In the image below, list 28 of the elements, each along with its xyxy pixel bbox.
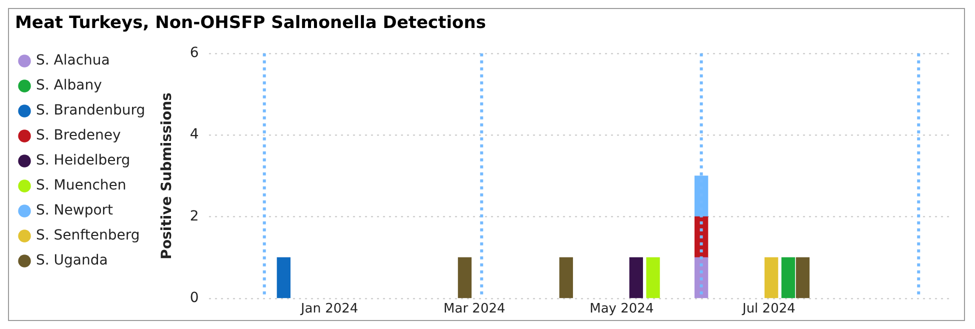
bar bbox=[559, 257, 573, 298]
bar bbox=[694, 257, 708, 298]
bar bbox=[646, 257, 660, 298]
y-tick-label: 4 bbox=[190, 126, 199, 143]
y-tick-label: 0 bbox=[190, 290, 199, 306]
bar bbox=[796, 257, 810, 298]
legend-label: S. Brandenburg bbox=[36, 102, 146, 119]
legend-label: S. Senftenberg bbox=[36, 228, 140, 244]
x-tick-label: May 2024 bbox=[590, 302, 654, 317]
legend-label: S. Albany bbox=[36, 78, 102, 94]
bar bbox=[764, 257, 778, 298]
chart-title: Meat Turkeys, Non-OHSFP Salmonella Detections bbox=[14, 12, 487, 35]
bar bbox=[276, 257, 291, 298]
legend-label: S. Uganda bbox=[36, 252, 108, 269]
y-tick-label: 6 bbox=[190, 45, 199, 62]
bar bbox=[458, 257, 472, 298]
x-tick-label: Jul 2024 bbox=[741, 302, 796, 317]
legend-label: S. Muenchen bbox=[36, 178, 126, 194]
legend-label: S. Heidelberg bbox=[36, 152, 130, 169]
legend-label: S. Newport bbox=[36, 202, 114, 219]
bar bbox=[781, 257, 796, 298]
x-tick-label: Mar 2024 bbox=[444, 302, 506, 317]
legend-label: S. Bredeney bbox=[36, 128, 121, 144]
legend-label: S. Alachua bbox=[36, 52, 110, 69]
x-tick-label: Jan 2024 bbox=[300, 302, 358, 317]
y-tick-label: 2 bbox=[190, 208, 199, 224]
y-axis-title: Positive Submissions bbox=[159, 92, 176, 260]
bar bbox=[629, 257, 643, 298]
